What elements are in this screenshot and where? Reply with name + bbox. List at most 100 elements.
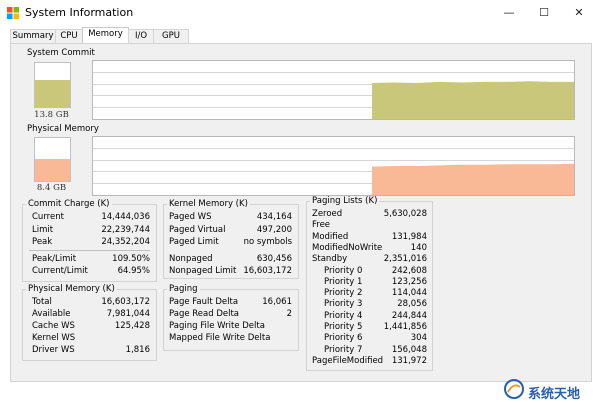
paging-list-value: 114,044	[391, 288, 427, 299]
kernel-nonpaged-limit-label: Nonpaged Limit	[169, 266, 237, 276]
phys-driver-ws-value: 1,816	[125, 345, 150, 355]
paging-list-value: 304	[410, 333, 427, 344]
paging-list-value: 2,351,016	[383, 254, 427, 265]
physical-memory-group: Physical Memory (K) Total 16,603,172 Ava…	[22, 284, 157, 361]
system-commit-history-area	[372, 81, 574, 119]
phys-kernel-ws-label: Kernel WS	[32, 333, 76, 343]
paging-list-label: Standby	[312, 254, 348, 265]
system-commit-gauge-fill	[35, 79, 70, 107]
paging-list-label: Modified	[312, 231, 349, 242]
paging-list-label: Priority 3	[324, 299, 363, 310]
close-button[interactable]: ✕	[574, 6, 584, 19]
paging-page-read-delta-label: Page Read Delta	[169, 309, 240, 319]
paging-list-label: Priority 0	[324, 265, 363, 276]
paging-page-read-delta-value: 2	[286, 309, 292, 319]
physical-memory-title: Physical Memory (K)	[26, 284, 117, 294]
system-commit-gauge	[34, 62, 71, 108]
paging-file-write-delta-label: Paging File Write Delta	[169, 321, 265, 331]
paging-list-label: Priority 1	[324, 276, 363, 287]
commit-charge-title: Commit Charge (K)	[26, 199, 112, 209]
system-commit-label: System Commit	[27, 48, 95, 58]
tab-cpu[interactable]: CPU	[55, 29, 83, 43]
physical-memory-label: Physical Memory	[27, 124, 99, 134]
system-information-app-icon	[7, 7, 19, 19]
phys-total-label: Total	[32, 297, 52, 307]
system-commit-history-svg	[372, 81, 574, 119]
paging-list-value: 244,844	[391, 310, 427, 321]
kernel-nonpaged-value: 630,456	[256, 254, 292, 264]
kernel-memory-group: Kernel Memory (K) Paged WS 434,164 Paged…	[163, 199, 299, 279]
phys-driver-ws-label: Driver WS	[32, 345, 75, 355]
kernel-nonpaged-limit-value: 16,603,172	[243, 266, 292, 276]
phys-total-value: 16,603,172	[101, 297, 150, 307]
kernel-paged-virtual-label: Paged Virtual	[169, 225, 226, 235]
physical-memory-gauge	[34, 137, 71, 182]
paging-list-label: Priority 5	[324, 322, 363, 332]
phys-available-label: Available	[32, 309, 71, 319]
commit-limit-label: Limit	[32, 225, 54, 235]
paging-list-label: Priority 6	[324, 333, 363, 344]
physical-memory-graph	[92, 136, 575, 196]
physical-memory-value: 8.4 GB	[36, 183, 67, 193]
kernel-paged-limit-value: no symbols	[243, 237, 292, 247]
maximize-button[interactable]: ☐	[539, 6, 549, 19]
paging-list-value: 156,048	[391, 344, 427, 355]
paging-page-fault-delta-label: Page Fault Delta	[169, 297, 239, 307]
window-title: System Information	[25, 6, 134, 19]
paging-list-value: 131,972	[391, 355, 427, 366]
kernel-memory-title: Kernel Memory (K)	[167, 199, 250, 209]
title-bar[interactable]: System Information — ☐ ✕	[0, 0, 600, 26]
paging-list-value: 1,441,856	[383, 322, 427, 332]
kernel-paged-ws-label: Paged WS	[169, 212, 212, 222]
phys-cache-ws-value: 125,428	[114, 321, 150, 331]
paging-list-label: Zeroed	[312, 209, 343, 219]
paging-list-value: 140	[410, 242, 427, 253]
kernel-paged-virtual-value: 497,200	[256, 225, 292, 235]
tab-summary[interactable]: Summary	[10, 29, 56, 43]
commit-current-value: 14,444,036	[101, 212, 150, 222]
commit-limit-value: 22,239,744	[101, 225, 150, 235]
physical-memory-history-area	[372, 163, 574, 195]
phys-cache-ws-label: Cache WS	[32, 321, 75, 331]
tab-io[interactable]: I/O	[128, 29, 154, 43]
kernel-paged-ws-value: 434,164	[256, 212, 292, 222]
kernel-paged-limit-label: Paged Limit	[169, 237, 219, 247]
minimize-button[interactable]: —	[503, 6, 515, 19]
watermark-logo-icon	[504, 379, 524, 399]
commit-peak-label: Peak	[32, 237, 53, 247]
physical-memory-gauge-fill	[35, 158, 70, 181]
commit-peak-value: 24,352,204	[101, 237, 150, 247]
paging-list-label: Priority 7	[324, 344, 363, 355]
paging-list-label: Priority 4	[324, 310, 363, 321]
commit-separator	[29, 250, 150, 251]
paging-page-fault-delta-value: 16,061	[262, 297, 292, 307]
tab-memory[interactable]: Memory	[82, 27, 129, 44]
system-commit-value: 13.8 GB	[34, 110, 69, 120]
watermark-text: 系统天地	[528, 387, 581, 402]
paging-lists-title: Paging Lists (K)	[310, 196, 380, 206]
commit-current-limit-value: 64.95%	[117, 266, 150, 276]
mapped-file-write-delta-label: Mapped File Write Delta	[169, 333, 271, 343]
physical-memory-history-svg	[372, 163, 574, 195]
paging-list-label: ModifiedNoWrite	[312, 242, 383, 253]
commit-current-limit-label: Current/Limit	[32, 266, 88, 276]
paging-list-value: 123,256	[391, 276, 427, 287]
paging-title: Paging	[167, 284, 200, 294]
phys-available-value: 7,981,044	[106, 309, 150, 319]
kernel-nonpaged-label: Nonpaged	[169, 254, 213, 264]
paging-list-label: Free	[312, 220, 331, 231]
paging-list-value: 131,984	[391, 231, 427, 242]
paging-list-label: PageFileModified	[312, 355, 384, 366]
paging-group: Paging Page Fault Delta 16,061 Page Read…	[163, 284, 299, 351]
tab-gpu[interactable]: GPU	[153, 29, 189, 43]
paging-lists-group: Paging Lists (K) Zeroed 5,630,028 Free Modi…	[306, 196, 433, 371]
commit-peak-limit-value: 109.50%	[112, 254, 150, 264]
paging-list-label: Priority 2	[324, 288, 363, 299]
paging-list-value: 28,056	[397, 299, 427, 310]
commit-current-label: Current	[32, 212, 64, 222]
paging-list-value: 5,630,028	[383, 209, 427, 219]
commit-peak-limit-label: Peak/Limit	[32, 254, 77, 264]
system-commit-graph	[92, 60, 575, 120]
commit-charge-group: Commit Charge (K) Current 14,444,036 Lim…	[22, 199, 157, 282]
paging-list-value: 242,608	[391, 265, 427, 276]
